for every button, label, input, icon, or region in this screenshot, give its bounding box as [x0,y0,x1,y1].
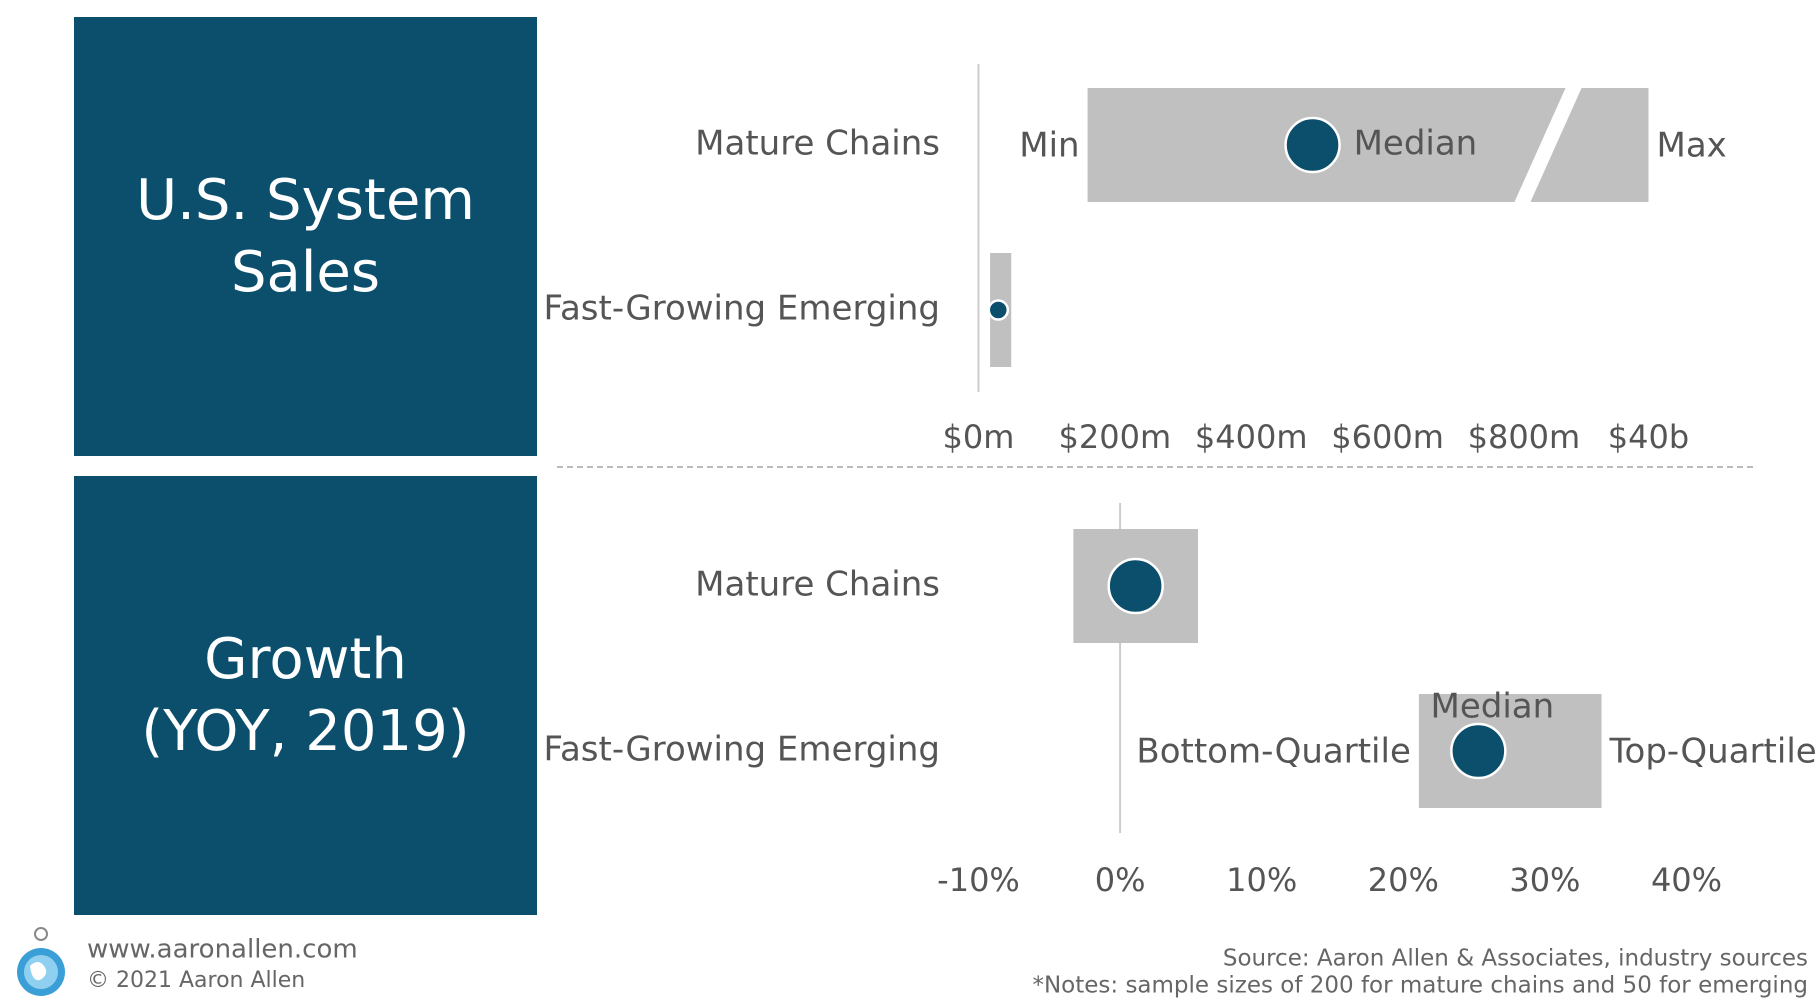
low-label: Bottom-Quartile [1136,732,1411,772]
low-label: Min [1019,126,1079,166]
x-tick-label: -10% [937,861,1020,899]
median-dot [1450,722,1507,780]
x-tick-label: 30% [1509,861,1580,899]
high-label: Max [1657,126,1727,166]
x-tick-label: $800m [1468,418,1581,456]
category-label: Fast-Growing Emerging [544,730,940,770]
category-label: Mature Chains [695,124,940,164]
x-tick-label: 10% [1226,861,1297,899]
range-bar [1418,694,1602,808]
section-title: Growth (YOY, 2019) [74,476,537,915]
x-tick-label: $40b [1608,418,1689,456]
x-tick-label: 20% [1368,861,1439,899]
axis-break [1514,87,1583,203]
footer-copyright: © 2021 Aaron Allen [87,968,305,993]
median-dot [1107,557,1164,615]
x-tick-label: $600m [1331,418,1444,456]
high-label: Top-Quartile [1609,732,1817,772]
logo [17,927,65,996]
footer-notes: *Notes: sample sizes of 200 for mature c… [1032,973,1808,999]
median-label: Median [1431,687,1555,727]
median-label: Median [1354,124,1478,164]
x-tick-label: 40% [1651,861,1722,899]
x-tick-label: $400m [1195,418,1308,456]
median-dot [1284,116,1341,174]
footer-website: www.aaronallen.com [87,935,358,965]
section-title: U.S. System Sales [74,17,537,456]
x-tick-label: 0% [1095,861,1146,899]
category-label: Fast-Growing Emerging [544,289,940,329]
x-tick-label: $200m [1059,418,1172,456]
footer-source: Source: Aaron Allen & Associates, indust… [1223,946,1808,972]
median-dot [987,299,1010,321]
x-tick-label: $0m [943,418,1015,456]
category-label: Mature Chains [695,565,940,605]
